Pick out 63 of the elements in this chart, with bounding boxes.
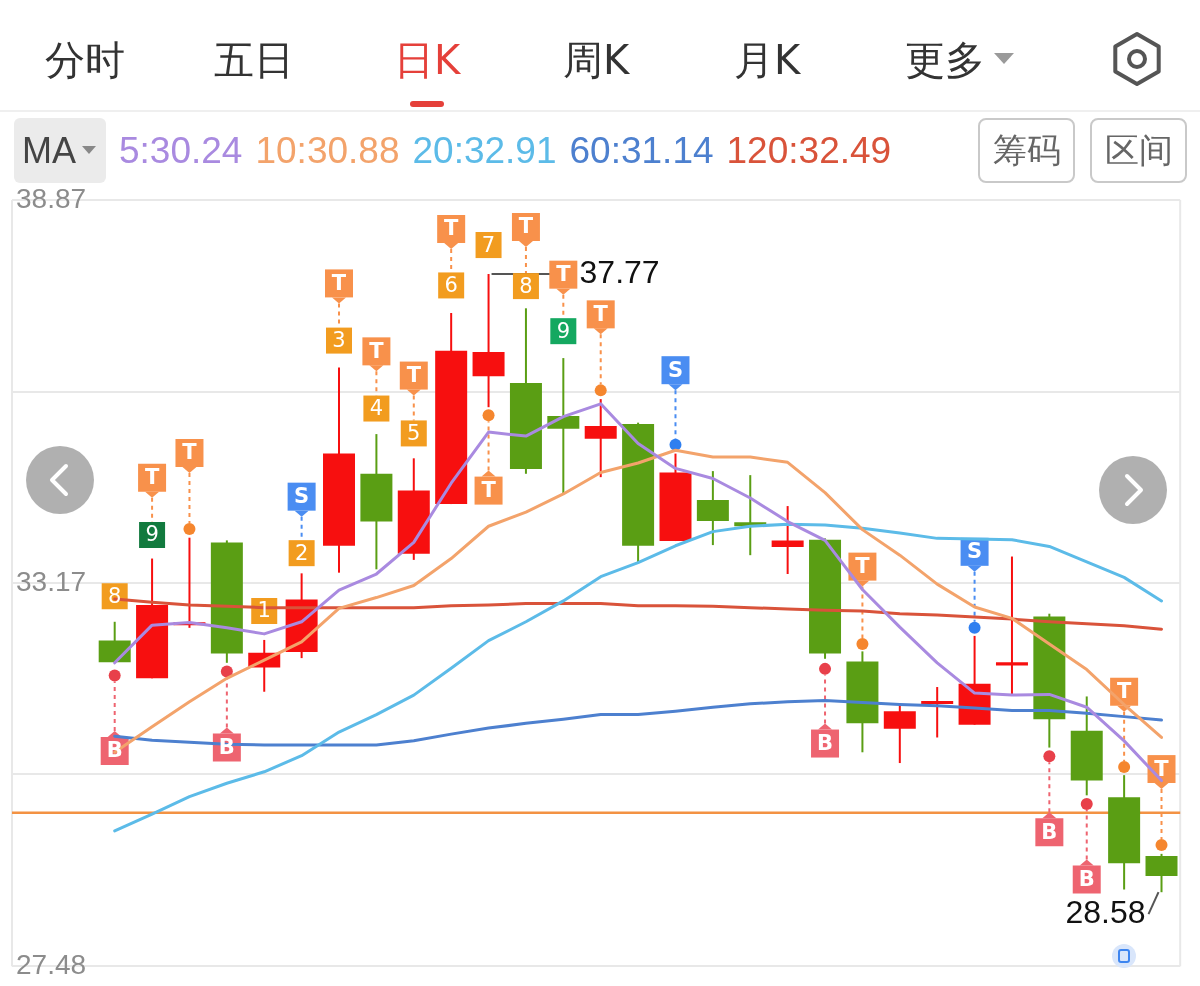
series-label: 1 [257, 598, 271, 623]
data-label: T [406, 363, 422, 388]
series-label: 7 [481, 232, 496, 257]
data-label: B [1041, 819, 1058, 844]
data-label: T [1154, 756, 1170, 781]
y-tick-label: 33.17 [16, 566, 87, 598]
data-label: T [369, 338, 385, 363]
annotation: 37.77 [579, 253, 660, 290]
series-label: 6 [444, 272, 458, 297]
text: 日K [393, 36, 461, 85]
text: 分时 [45, 36, 125, 85]
data-label: T [1116, 679, 1132, 704]
data-label: B [817, 730, 834, 755]
y-tick-label: 27.48 [16, 948, 87, 980]
data-label: S [294, 484, 310, 509]
data-label: T [182, 440, 198, 465]
data-label: S [667, 357, 684, 382]
point [1043, 750, 1056, 763]
button: 区间 [1090, 118, 1187, 183]
dropdown: MA [14, 118, 106, 183]
text: 10:30.88 [255, 129, 400, 172]
data-label: T [518, 214, 534, 239]
series-label: 2 [294, 540, 309, 565]
data-label: S [967, 539, 983, 564]
point [1080, 798, 1093, 811]
series-label: 4 [369, 395, 384, 420]
data-label: T [556, 262, 572, 287]
legend-title: MA [22, 129, 76, 172]
text: 更多 [905, 36, 985, 85]
point [1155, 839, 1168, 852]
series-label: 9 [556, 318, 571, 343]
data-label: T [144, 465, 160, 490]
text: 月K [733, 36, 801, 85]
text: 5:30.24 [119, 129, 243, 172]
data-label: T [444, 216, 460, 241]
series-label: 3 [332, 328, 346, 353]
text: 五日 [214, 36, 294, 85]
series-label: 8 [108, 583, 122, 608]
series-label: 5 [407, 420, 421, 445]
point [108, 669, 121, 682]
point [819, 662, 832, 675]
data-label: B [106, 738, 123, 763]
text: 周K [562, 36, 630, 85]
data-label: B [1078, 866, 1095, 891]
annotation: 28.58 [1065, 894, 1146, 931]
data-label: T [593, 301, 609, 326]
text: 20:32.91 [412, 129, 557, 172]
point [594, 384, 607, 397]
point [968, 621, 981, 634]
button: 筹码 [978, 118, 1075, 183]
text: 60:31.14 [569, 129, 714, 172]
text: 8 [519, 273, 533, 298]
text: 120:32.49 [726, 129, 892, 172]
point [183, 522, 196, 535]
data-label: T [855, 554, 871, 579]
candlestick [995, 556, 1028, 695]
data-label: T [331, 270, 347, 295]
point [1118, 761, 1131, 774]
point [856, 637, 869, 650]
point [482, 409, 495, 422]
text: 9 [145, 522, 159, 547]
y-tick-label: 38.87 [16, 182, 87, 214]
data-label: T [481, 478, 497, 503]
